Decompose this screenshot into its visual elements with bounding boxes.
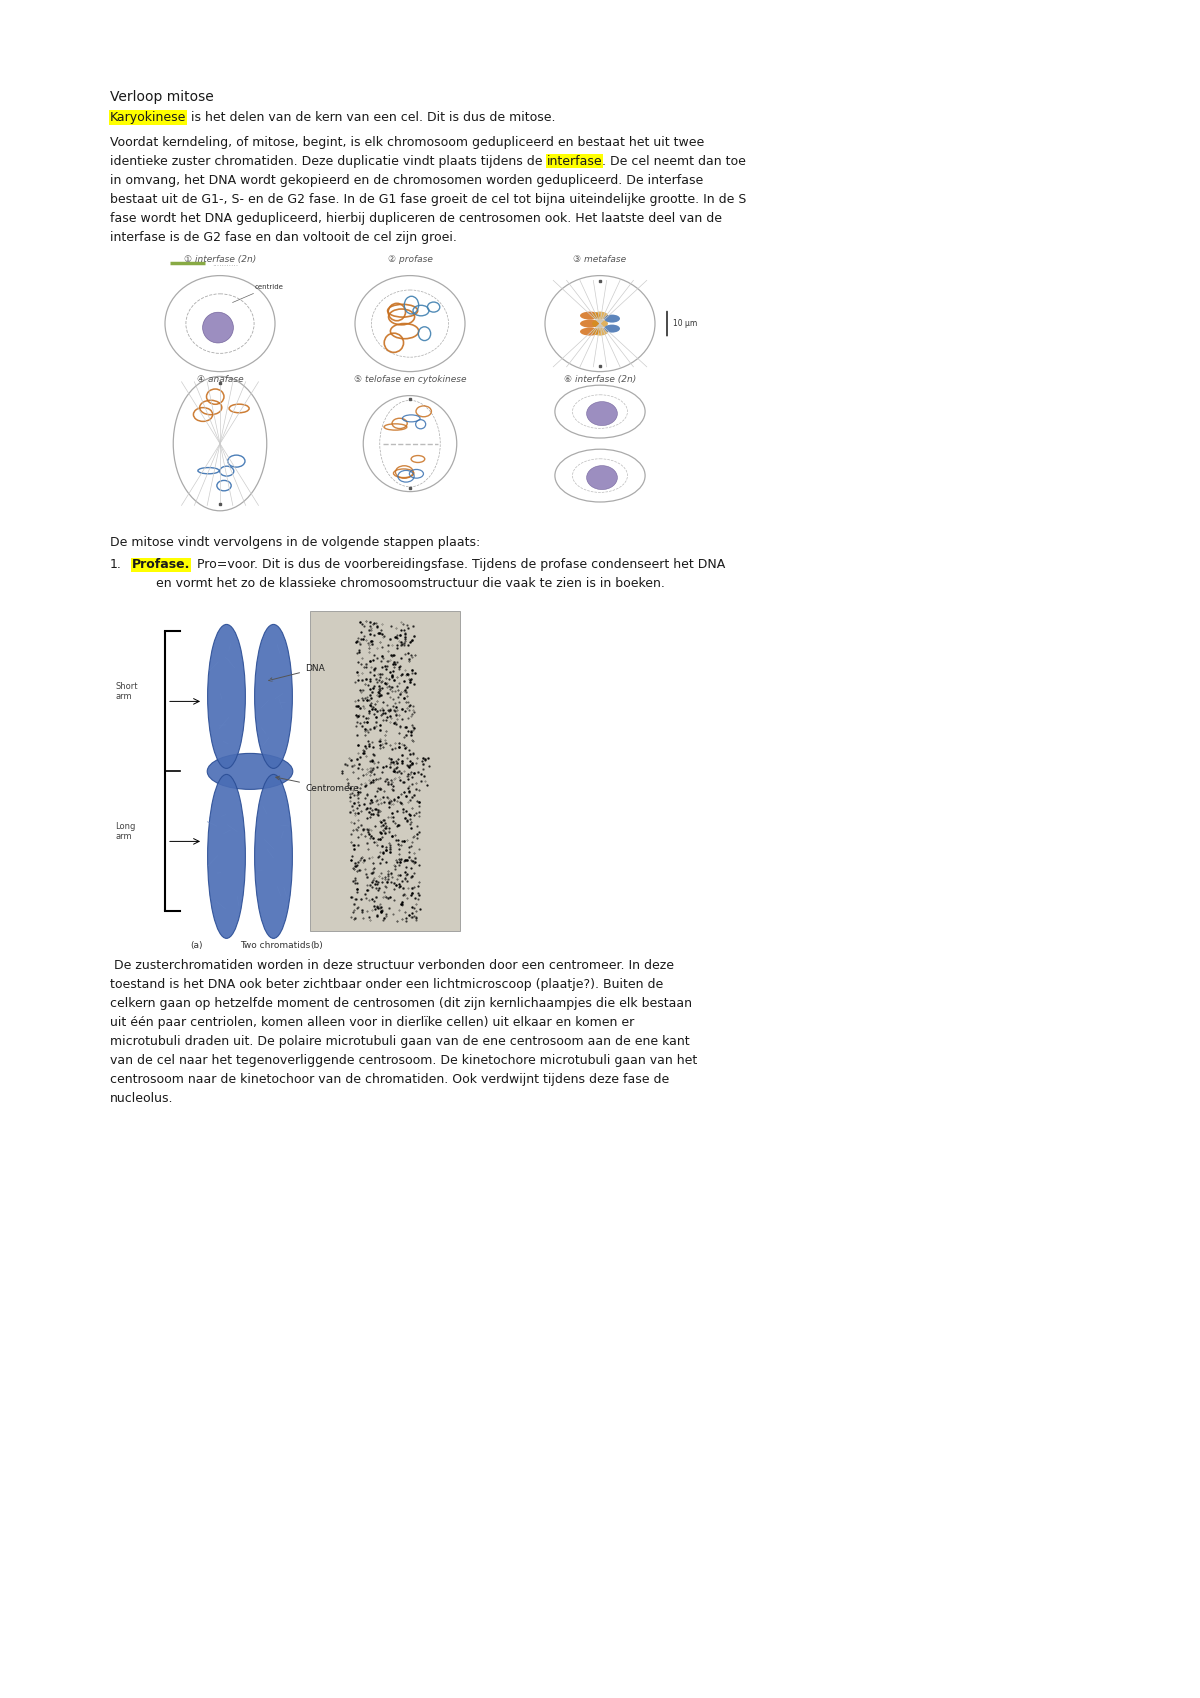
Ellipse shape: [592, 328, 608, 336]
Ellipse shape: [580, 312, 600, 319]
Text: van de cel naar het tegenoverliggende centrosoom. De kinetochore microtubuli gaa: van de cel naar het tegenoverliggende ce…: [110, 1054, 697, 1068]
Text: toestand is het DNA ook beter zichtbaar onder een lichtmicroscoop (plaatje?). Bu: toestand is het DNA ook beter zichtbaar …: [110, 978, 664, 992]
Text: ④ anafase: ④ anafase: [197, 375, 244, 384]
Text: nucleolus.: nucleolus.: [110, 1092, 174, 1105]
Text: uit één paar centriolen, komen alleen voor in dierlïke cellen) uit elkaar en kom: uit één paar centriolen, komen alleen vo…: [110, 1015, 635, 1029]
Text: in omvang, het DNA wordt gekopieerd en de chromosomen worden gedupliceerd. De in: in omvang, het DNA wordt gekopieerd en d…: [110, 173, 703, 187]
Text: centrosoom naar de kinetochoor van de chromatiden. Ook verdwijnt tijdens deze fa: centrosoom naar de kinetochoor van de ch…: [110, 1073, 670, 1087]
Text: is het delen van de kern van een cel. Dit is dus de mitose.: is het delen van de kern van een cel. Di…: [187, 110, 556, 124]
Text: identieke zuster chromatiden. Deze duplicatie vindt plaats tijdens de: identieke zuster chromatiden. Deze dupli…: [110, 155, 546, 168]
Text: Centromere: Centromere: [276, 776, 359, 793]
Ellipse shape: [554, 385, 646, 438]
Text: De zusterchromatiden worden in deze structuur verbonden door een centromeer. In : De zusterchromatiden worden in deze stru…: [110, 959, 674, 973]
Text: Pro=voor. Dit is dus de voorbereidingsfase. Tijdens de profase condenseert het D: Pro=voor. Dit is dus de voorbereidingsfa…: [193, 559, 726, 572]
Text: ③ metafase: ③ metafase: [574, 255, 626, 263]
Text: 10 μm: 10 μm: [673, 319, 697, 328]
Ellipse shape: [592, 312, 608, 319]
Text: microtubuli draden uit. De polaire microtubuli gaan van de ene centrosoom aan de: microtubuli draden uit. De polaire micro…: [110, 1036, 690, 1048]
Text: ⑥ interfase (2n): ⑥ interfase (2n): [564, 375, 636, 384]
Text: ⑤ telofase en cytokinese: ⑤ telofase en cytokinese: [354, 375, 467, 384]
Text: DNA: DNA: [269, 664, 325, 681]
Text: Long
arm: Long arm: [115, 822, 136, 841]
Text: en vormt het zo de klassieke chromosoomstructuur die vaak te zien is in boeken.: en vormt het zo de klassieke chromosooms…: [132, 577, 665, 591]
Ellipse shape: [604, 314, 620, 323]
Text: ① interfase (2n): ① interfase (2n): [184, 255, 256, 263]
Ellipse shape: [254, 774, 293, 939]
Text: 1.: 1.: [110, 559, 122, 572]
Text: De mitose vindt vervolgens in de volgende stappen plaats:: De mitose vindt vervolgens in de volgend…: [110, 535, 480, 548]
Text: (a): (a): [190, 941, 203, 951]
Ellipse shape: [355, 275, 464, 372]
Text: interfase is de G2 fase en dan voltooit de cel zijn groei.: interfase is de G2 fase en dan voltooit …: [110, 231, 457, 243]
Text: fase wordt het DNA gedupliceerd, hierbij dupliceren de centrosomen ook. Het laat: fase wordt het DNA gedupliceerd, hierbij…: [110, 212, 722, 224]
Ellipse shape: [203, 312, 234, 343]
Text: celkern gaan op hetzelfde moment de centrosomen (dit zijn kernlichaampjes die el: celkern gaan op hetzelfde moment de cent…: [110, 997, 692, 1010]
Ellipse shape: [208, 625, 246, 769]
Text: . De cel neemt dan toe: . De cel neemt dan toe: [602, 155, 746, 168]
Text: ② profase: ② profase: [388, 255, 432, 263]
Text: Two chromatids: Two chromatids: [240, 941, 311, 951]
Ellipse shape: [554, 450, 646, 503]
Ellipse shape: [208, 774, 246, 939]
Ellipse shape: [604, 324, 620, 333]
Text: Short
arm: Short arm: [115, 681, 138, 701]
Text: Verloop mitose: Verloop mitose: [110, 90, 214, 104]
Ellipse shape: [545, 275, 655, 372]
Ellipse shape: [364, 396, 457, 492]
Text: interfase: interfase: [546, 155, 602, 168]
Ellipse shape: [580, 319, 600, 328]
Text: Voordat kerndeling, of mitose, begint, is elk chromosoom gedupliceerd en bestaat: Voordat kerndeling, of mitose, begint, i…: [110, 136, 704, 149]
Text: bestaat uit de G1-, S- en de G2 fase. In de G1 fase groeit de cel tot bijna uite: bestaat uit de G1-, S- en de G2 fase. In…: [110, 192, 746, 205]
Ellipse shape: [587, 402, 618, 426]
FancyBboxPatch shape: [310, 611, 460, 932]
Ellipse shape: [580, 328, 600, 336]
Ellipse shape: [587, 465, 618, 489]
Ellipse shape: [166, 275, 275, 372]
Text: centride: centride: [233, 284, 284, 302]
Ellipse shape: [592, 319, 608, 328]
Text: ...........: ...........: [212, 258, 238, 268]
Text: (b): (b): [310, 941, 323, 951]
Ellipse shape: [254, 625, 293, 769]
Text: Karyokinese: Karyokinese: [110, 110, 186, 124]
Ellipse shape: [208, 754, 293, 790]
Ellipse shape: [173, 377, 266, 511]
Text: Profase.: Profase.: [132, 559, 191, 572]
